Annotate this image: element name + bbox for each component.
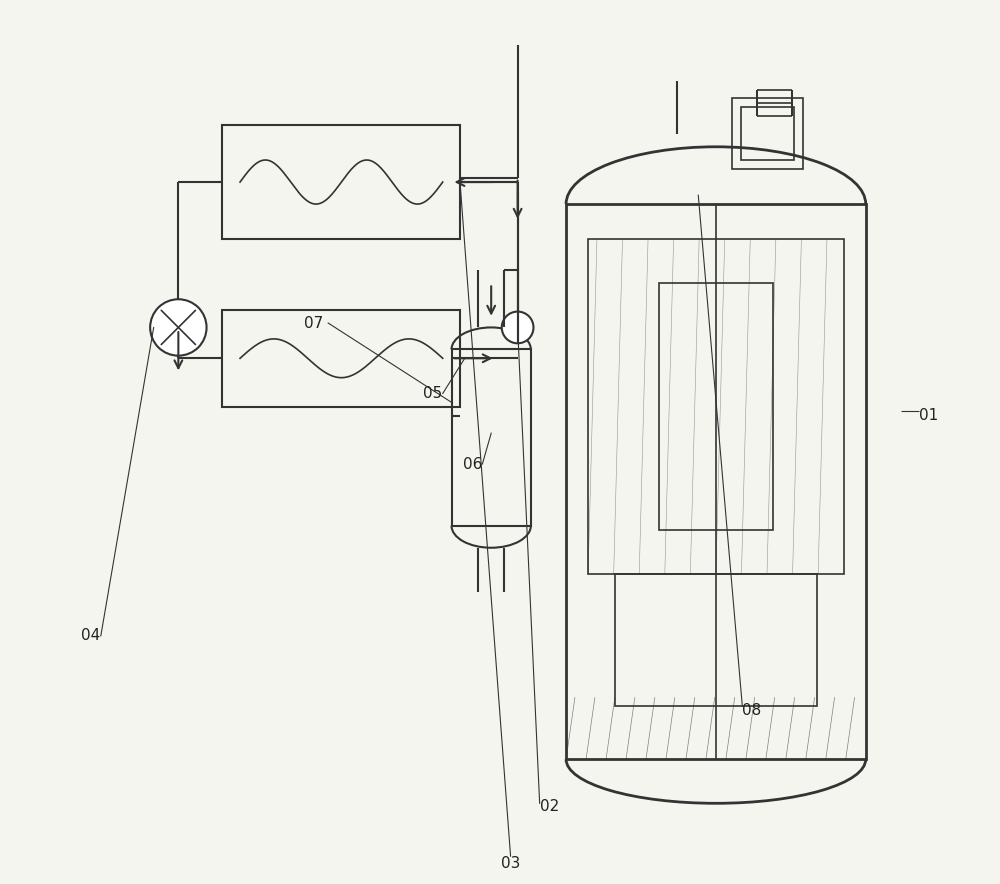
Circle shape	[502, 311, 533, 343]
Bar	[222, 309, 460, 407]
Text: 01: 01	[919, 408, 938, 423]
Text: 08: 08	[742, 704, 762, 719]
Text: 04: 04	[81, 629, 101, 644]
Text: 05: 05	[423, 386, 443, 401]
Bar	[741, 107, 794, 160]
Bar	[452, 349, 531, 526]
Circle shape	[150, 300, 207, 355]
Bar	[222, 125, 460, 240]
Text: 02: 02	[540, 799, 559, 814]
Bar	[615, 575, 817, 706]
Bar	[566, 204, 866, 759]
Text: 07: 07	[304, 316, 324, 331]
Bar	[732, 98, 803, 169]
Bar	[588, 240, 844, 575]
Bar	[659, 284, 773, 530]
Text: 03: 03	[501, 856, 520, 871]
Text: 06: 06	[463, 456, 482, 471]
